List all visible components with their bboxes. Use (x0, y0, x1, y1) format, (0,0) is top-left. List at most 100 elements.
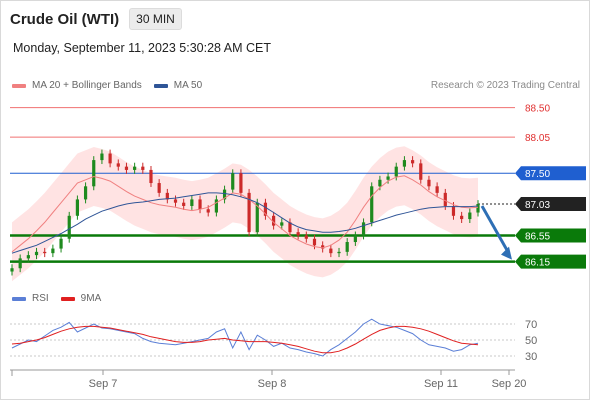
candle-body (435, 186, 439, 193)
timeframe-badge[interactable]: 30 MIN (129, 8, 182, 30)
candle-body (149, 169, 153, 184)
legend-rsi: RSI (12, 293, 49, 304)
candle-body (231, 173, 235, 190)
level-tag-last (515, 197, 586, 212)
level-label-support_1: 86.55 (525, 231, 550, 242)
legend-ma50: MA 50 (153, 80, 203, 91)
candle-body (67, 215, 71, 239)
rsi-swatch (12, 296, 26, 301)
candle-body (173, 199, 178, 203)
candle-body (304, 235, 308, 239)
candle-body (124, 166, 129, 170)
candle-body (92, 160, 96, 187)
chart-header: Crude Oil (WTI) 30 MIN (10, 8, 182, 30)
legend-9ma-label: 9MA (80, 293, 102, 304)
candle-body (83, 186, 88, 200)
candle-body (280, 222, 284, 226)
level-label-pivot: 87.50 (525, 169, 550, 180)
x-tick-label: Sep 7 (89, 378, 118, 390)
candle-body (206, 209, 210, 213)
candle-body (443, 192, 447, 206)
ma50-line (11, 192, 479, 254)
candle-body (378, 179, 382, 187)
candle-body (133, 166, 137, 170)
candle-body (370, 186, 374, 223)
candle-body (402, 160, 407, 167)
legend-rsi-label: RSI (32, 293, 49, 304)
candle-body (451, 205, 456, 216)
rsi-legend: RSI 9MA (12, 293, 113, 304)
rsi-series-rsi (11, 318, 479, 357)
rsi-tick-label: 70 (525, 319, 537, 331)
candle-body (329, 248, 333, 254)
ma20-swatch (12, 83, 26, 88)
candle-body (182, 202, 186, 206)
candle-body (165, 192, 169, 200)
chart-datetime: Monday, September 11, 2023 5:30:28 AM CE… (13, 41, 272, 55)
rsi-series-9ma (11, 325, 479, 354)
level-tag-support_2 (515, 254, 586, 269)
candle-body (116, 163, 120, 167)
forecast-arrowhead (501, 246, 512, 260)
candle-body (10, 268, 14, 272)
level-label-last: 87.03 (525, 200, 550, 211)
candle-body (239, 173, 243, 193)
candle-body (410, 160, 415, 164)
candle-body (100, 153, 104, 161)
candle-body (296, 232, 300, 236)
candle-body (214, 199, 218, 213)
candle-body (141, 166, 145, 170)
rsi-tick-label: 30 (525, 351, 537, 363)
x-tick-label: Sep 8 (258, 378, 287, 390)
bollinger-band (12, 146, 478, 282)
legend-ma20-label: MA 20 + Bollinger Bands (32, 80, 142, 91)
candle-body (75, 199, 80, 216)
candle-body (468, 212, 472, 220)
forecast-arrow-shaft (480, 205, 511, 255)
ma20-line (11, 175, 479, 253)
candle-body (255, 202, 259, 233)
candle-body (222, 189, 227, 200)
candle-body (34, 251, 39, 256)
legend-ma50-label: MA 50 (173, 80, 203, 91)
level-label-support_2: 86.15 (525, 258, 550, 269)
instrument-title: Crude Oil (WTI) (10, 10, 120, 28)
candle-body (386, 176, 390, 180)
research-credit: Research © 2023 Trading Central (430, 80, 580, 91)
x-tick-label: Sep 20 (492, 378, 527, 390)
legend-9ma: 9MA (60, 293, 102, 304)
candle-body (190, 199, 194, 206)
candle-body (51, 248, 55, 254)
candle-body (108, 153, 112, 164)
price-legend: MA 20 + Bollinger Bands MA 50 (12, 80, 214, 91)
x-tick-label: Sep 11 (424, 378, 458, 390)
candle-body (272, 215, 276, 226)
candle-body (59, 238, 63, 249)
level-tag-support_1 (515, 228, 586, 243)
candle-body (361, 222, 366, 236)
ma50-swatch (153, 83, 168, 88)
candle-body (18, 258, 22, 269)
candle-body (419, 163, 423, 180)
candle-body (337, 251, 341, 254)
candle-body (312, 238, 317, 246)
level-label-resistance_2: 88.50 (525, 104, 550, 115)
candle-body (263, 202, 268, 216)
candle-body (288, 222, 292, 233)
candle-body (427, 179, 431, 187)
level-label-resistance_1: 88.05 (525, 133, 550, 144)
candle-body (345, 242, 349, 252)
rsi-tick-label: 50 (525, 335, 537, 347)
candle-body (43, 251, 47, 254)
legend-ma20: MA 20 + Bollinger Bands (12, 80, 142, 91)
candle-body (394, 166, 398, 177)
candle-body (476, 204, 480, 213)
candle-body (198, 199, 202, 210)
candle-body (353, 235, 357, 243)
candle-body (460, 215, 464, 220)
level-tag-pivot (515, 166, 586, 181)
candle-body (247, 192, 251, 233)
candle-body (321, 245, 325, 249)
candle-body (26, 255, 30, 259)
